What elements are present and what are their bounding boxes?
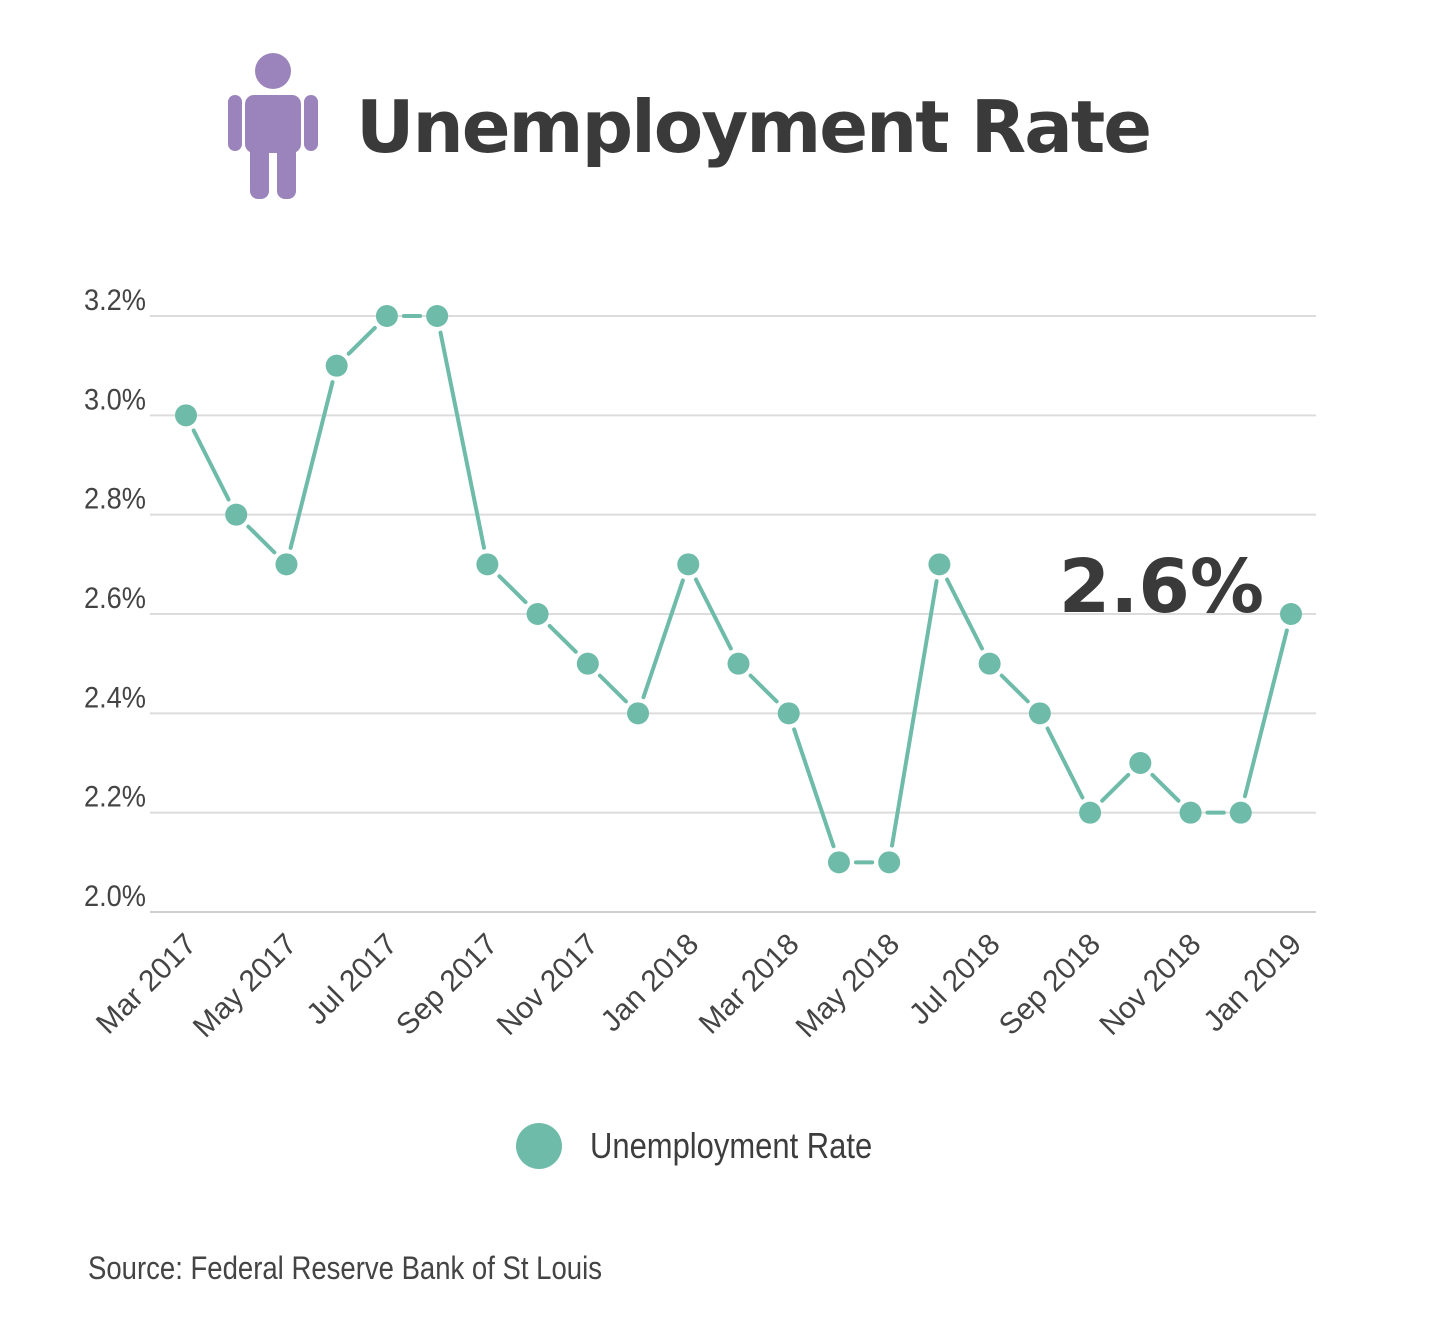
gridlines xyxy=(150,315,1316,913)
legend: Unemployment Rate xyxy=(516,1118,918,1174)
data-point xyxy=(827,851,850,874)
series-line-segment xyxy=(999,673,1030,704)
data-point xyxy=(727,652,750,675)
x-tick-label: Sep 2017 xyxy=(390,928,504,1042)
series-line-segment xyxy=(597,673,628,704)
data-point xyxy=(225,503,248,526)
series-line-segment xyxy=(1242,628,1289,799)
series-line-segment xyxy=(246,524,277,555)
data-point xyxy=(1179,801,1202,824)
series-line-segment xyxy=(890,579,939,848)
series-line-segment xyxy=(438,330,486,550)
series-line-segment xyxy=(288,380,335,550)
source-note: Source: Federal Reserve Bank of St Louis xyxy=(88,1250,602,1286)
data-point xyxy=(677,553,700,576)
series-unemployment-rate xyxy=(175,305,1302,874)
data-point xyxy=(1229,801,1252,824)
x-tick-label: Mar 2018 xyxy=(693,928,806,1041)
series-line-segment xyxy=(748,673,779,704)
series-line-segment xyxy=(346,325,377,356)
data-point xyxy=(175,404,197,427)
series-line-segment xyxy=(191,428,231,502)
data-point xyxy=(375,305,398,327)
series-line-segment xyxy=(792,727,836,849)
x-tick-label: Nov 2017 xyxy=(491,928,605,1042)
y-axis-ticks: 2.0% 2.2% 2.4% 2.6% 2.8% 3.0% 3.2% xyxy=(84,284,146,913)
chart-title: Unemployment Rate xyxy=(356,85,1152,169)
data-point xyxy=(576,652,599,675)
x-tick-label: Jan 2019 xyxy=(1197,928,1308,1039)
legend-label: Unemployment Rate xyxy=(590,1125,873,1166)
y-tick-label: 3.2% xyxy=(84,284,146,317)
person-icon xyxy=(228,53,318,199)
series-line-segment xyxy=(945,577,984,651)
data-point xyxy=(928,553,951,576)
x-tick-label: Jul 2018 xyxy=(903,928,1007,1032)
series-line-segment xyxy=(641,578,685,700)
series-line-segment xyxy=(547,623,578,654)
data-point xyxy=(1129,752,1152,774)
x-tick-label: Mar 2017 xyxy=(90,928,203,1041)
legend-swatch-icon xyxy=(516,1123,562,1169)
series-line-segment xyxy=(1045,726,1085,800)
data-point xyxy=(325,354,348,377)
y-tick-label: 3.0% xyxy=(84,383,146,416)
x-tick-label: May 2017 xyxy=(187,928,303,1044)
data-point xyxy=(978,652,1001,675)
data-point xyxy=(275,553,298,576)
data-point xyxy=(1028,702,1051,725)
data-point xyxy=(476,553,499,576)
x-tick-label: Jan 2018 xyxy=(595,928,706,1039)
y-tick-label: 2.0% xyxy=(84,880,146,913)
series-line-segment xyxy=(1150,772,1181,803)
line-chart: 2.0%2.2%2.4%2.6%2.8%3.0%3.2% Mar 2017May… xyxy=(84,284,1316,1044)
data-point xyxy=(627,702,650,725)
series-line-segment xyxy=(693,577,733,651)
data-point xyxy=(526,603,549,625)
y-tick-label: 2.8% xyxy=(84,483,146,516)
y-tick-label: 2.2% xyxy=(84,781,146,814)
x-tick-label: May 2018 xyxy=(790,928,906,1044)
x-tick-label: Sep 2018 xyxy=(993,928,1107,1042)
data-point xyxy=(878,851,901,874)
latest-value-callout: 2.6% xyxy=(1059,544,1264,630)
chart-header: Unemployment Rate xyxy=(228,52,1152,202)
series-line-segment xyxy=(497,574,528,605)
data-point xyxy=(1079,801,1102,824)
y-tick-label: 2.4% xyxy=(84,681,146,714)
series-line-segment xyxy=(1100,772,1131,803)
x-tick-label: Jul 2017 xyxy=(300,928,404,1032)
data-point xyxy=(777,702,800,725)
data-point xyxy=(426,305,449,327)
x-tick-label: Nov 2018 xyxy=(1093,928,1207,1042)
y-tick-label: 2.6% xyxy=(84,582,146,615)
data-point xyxy=(1280,603,1302,625)
